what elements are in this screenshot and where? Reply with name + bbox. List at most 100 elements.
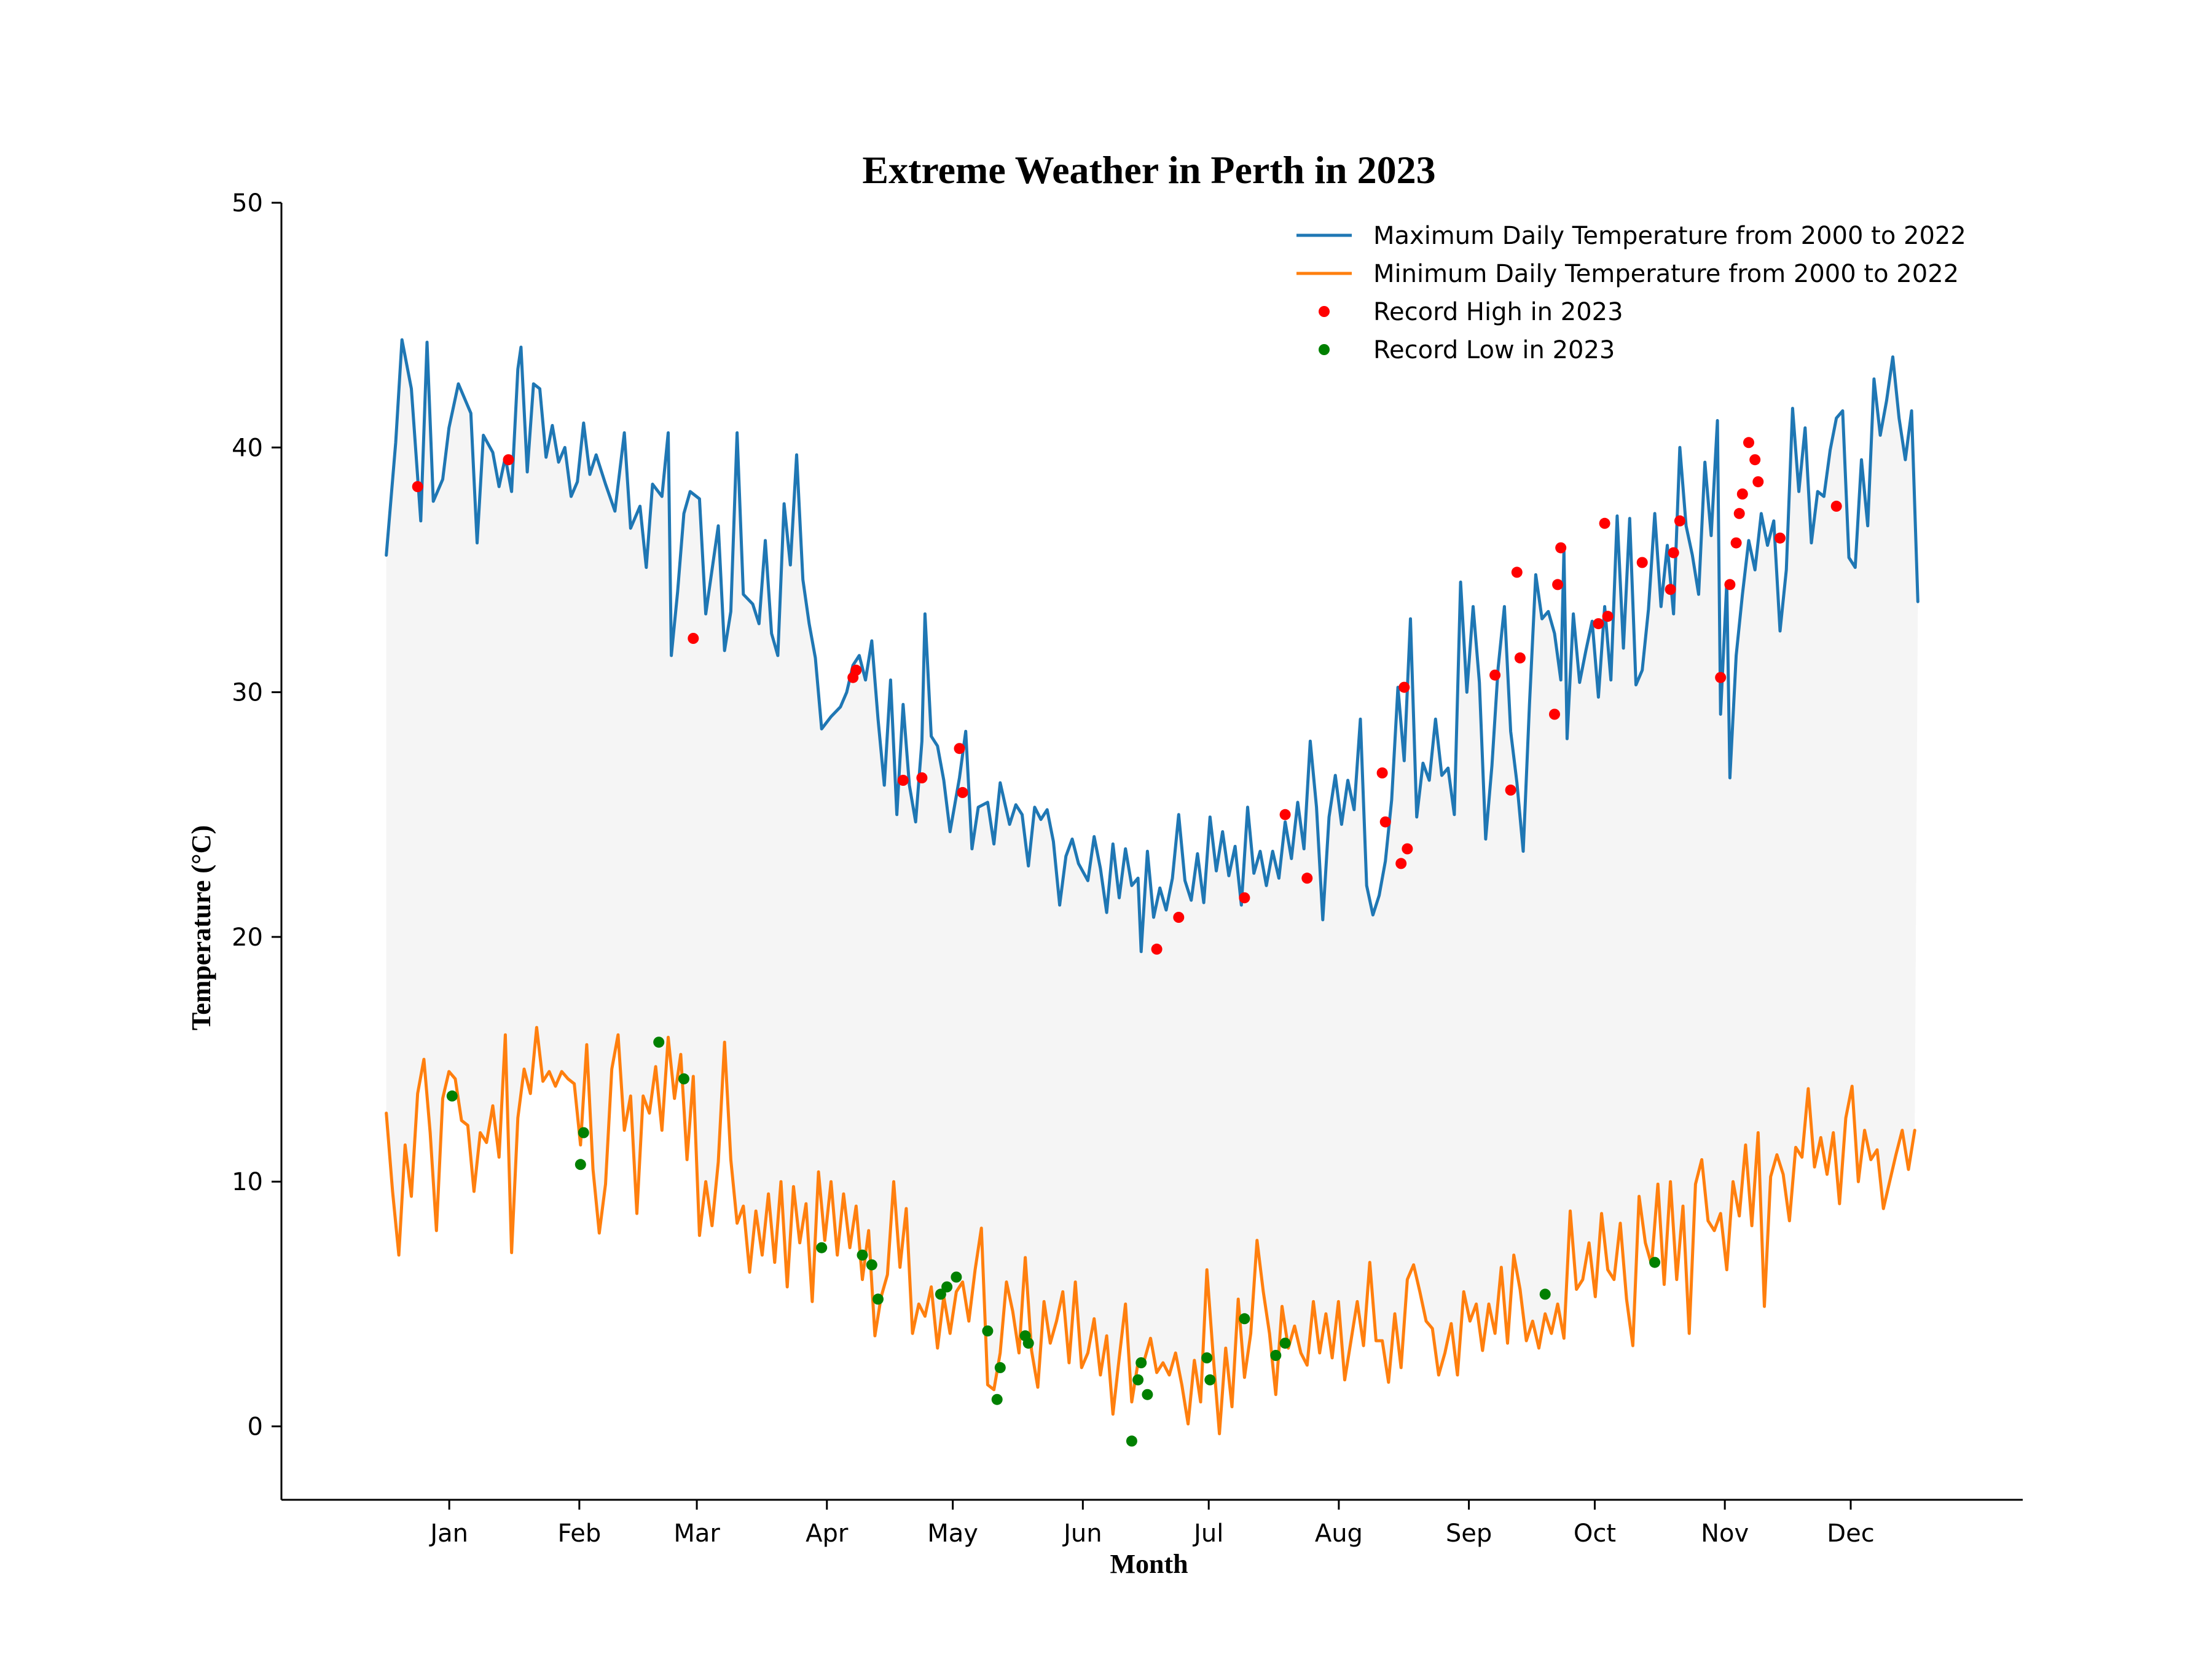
record-high-point: [1602, 611, 1614, 622]
record-low-point: [1204, 1374, 1216, 1386]
record-high-point: [1379, 816, 1391, 828]
record-high-point: [850, 664, 862, 676]
record-high-point: [1173, 912, 1185, 923]
legend-label: Record Low in 2023: [1373, 336, 1615, 364]
y-tick-label: 10: [232, 1168, 263, 1196]
record-high-point: [1555, 542, 1567, 554]
record-low-point: [1279, 1338, 1291, 1349]
record-low-point: [1201, 1352, 1213, 1363]
y-axis-label: Temperature (°C): [186, 825, 216, 1030]
x-tick-label: Nov: [1701, 1519, 1749, 1548]
record-high-point: [1395, 858, 1407, 869]
y-tick-label: 40: [232, 434, 263, 462]
record-high-point: [1749, 454, 1761, 466]
record-high-point: [1402, 843, 1413, 855]
record-low-point: [994, 1362, 1006, 1373]
record-low-point: [951, 1271, 962, 1283]
record-high-point: [954, 743, 965, 755]
axes-layer: 0 10 20 30 40 50 Jan Feb Mar Apr May Jun Jul Aug Sep Oc…: [232, 189, 2023, 1548]
record-high-point: [1489, 669, 1501, 681]
record-low-point: [1270, 1350, 1282, 1361]
x-tick-label: Dec: [1827, 1519, 1874, 1548]
record-low-point: [578, 1127, 589, 1139]
record-high-point: [1151, 943, 1163, 955]
record-low-point: [575, 1159, 586, 1170]
record-high-point: [1279, 809, 1291, 820]
record-low-point: [1142, 1389, 1153, 1400]
record-high-point: [1511, 566, 1523, 578]
record-high-point: [1724, 579, 1736, 590]
x-axis-label: Month: [1110, 1549, 1188, 1579]
record-low-point: [1135, 1357, 1147, 1368]
x-tick-label: Apr: [806, 1519, 849, 1548]
record-high-point: [1301, 872, 1313, 884]
record-low-point: [982, 1325, 994, 1337]
record-high-point: [1376, 767, 1388, 778]
legend: Maximum Daily Temperature from 2000 to 2…: [1296, 222, 1966, 364]
record-high-point: [1715, 672, 1727, 683]
x-tick-label: Jul: [1192, 1519, 1223, 1548]
record-low-point: [935, 1288, 946, 1300]
x-tick-label: Feb: [557, 1519, 601, 1548]
record-low-point: [1239, 1313, 1250, 1325]
record-high-point: [1398, 681, 1410, 693]
record-high-point: [1668, 547, 1679, 559]
record-high-point: [1552, 579, 1564, 590]
record-high-point: [1752, 476, 1764, 488]
record-high-point: [1730, 537, 1742, 549]
scatter-layer: [412, 437, 1842, 1447]
min-temp-line: [385, 1025, 1916, 1435]
y-tick-label: 50: [232, 189, 263, 218]
record-high-point: [1665, 584, 1676, 595]
record-low-point: [1649, 1256, 1661, 1268]
legend-label: Minimum Daily Temperature from 2000 to 2…: [1373, 260, 1959, 288]
record-low-point: [1126, 1435, 1137, 1447]
x-tick-label: Jun: [1062, 1519, 1102, 1548]
record-high-point: [1674, 515, 1685, 527]
record-low-point: [816, 1242, 828, 1253]
y-tick-label: 0: [248, 1413, 263, 1441]
record-low-point: [446, 1090, 458, 1102]
record-low-point: [1022, 1338, 1034, 1349]
legend-label: Record High in 2023: [1373, 298, 1623, 326]
record-high-point: [1733, 508, 1745, 519]
record-low-point: [991, 1393, 1003, 1405]
record-high-point: [957, 786, 968, 798]
y-tick-label: 30: [232, 679, 263, 707]
record-high-point: [688, 633, 699, 644]
record-low-point: [857, 1249, 868, 1261]
x-tick-label: Sep: [1446, 1519, 1492, 1548]
record-high-point: [916, 772, 928, 783]
x-tick-label: Oct: [1574, 1519, 1616, 1548]
y-tick-label: 20: [232, 923, 263, 952]
record-high-point: [1599, 517, 1610, 529]
legend-marker-record-high: [1319, 306, 1330, 317]
record-high-point: [1514, 652, 1526, 664]
record-high-point: [1549, 708, 1560, 720]
record-low-point: [1132, 1374, 1144, 1386]
record-low-point: [873, 1293, 884, 1305]
max-temp-line: [385, 338, 1920, 954]
series-layer: [385, 338, 1920, 1435]
record-low-point: [678, 1073, 689, 1084]
record-high-point: [503, 454, 514, 466]
record-low-point: [653, 1037, 665, 1048]
record-high-point: [412, 481, 423, 492]
x-tick-label: May: [927, 1519, 978, 1548]
record-high-point: [1775, 532, 1786, 544]
x-tick-label: Jan: [428, 1519, 468, 1548]
record-high-point: [897, 775, 909, 786]
record-high-point: [1593, 618, 1604, 630]
record-high-point: [1636, 557, 1648, 568]
record-low-point: [1539, 1288, 1551, 1300]
legend-marker-record-low: [1319, 344, 1330, 355]
record-high-point: [1505, 784, 1516, 796]
record-high-point: [1736, 488, 1748, 500]
x-tick-label: Aug: [1315, 1519, 1363, 1548]
record-low-point: [941, 1281, 953, 1293]
record-low-point: [866, 1259, 877, 1271]
record-high-point: [1830, 500, 1842, 512]
x-tick-label: Mar: [673, 1519, 720, 1548]
